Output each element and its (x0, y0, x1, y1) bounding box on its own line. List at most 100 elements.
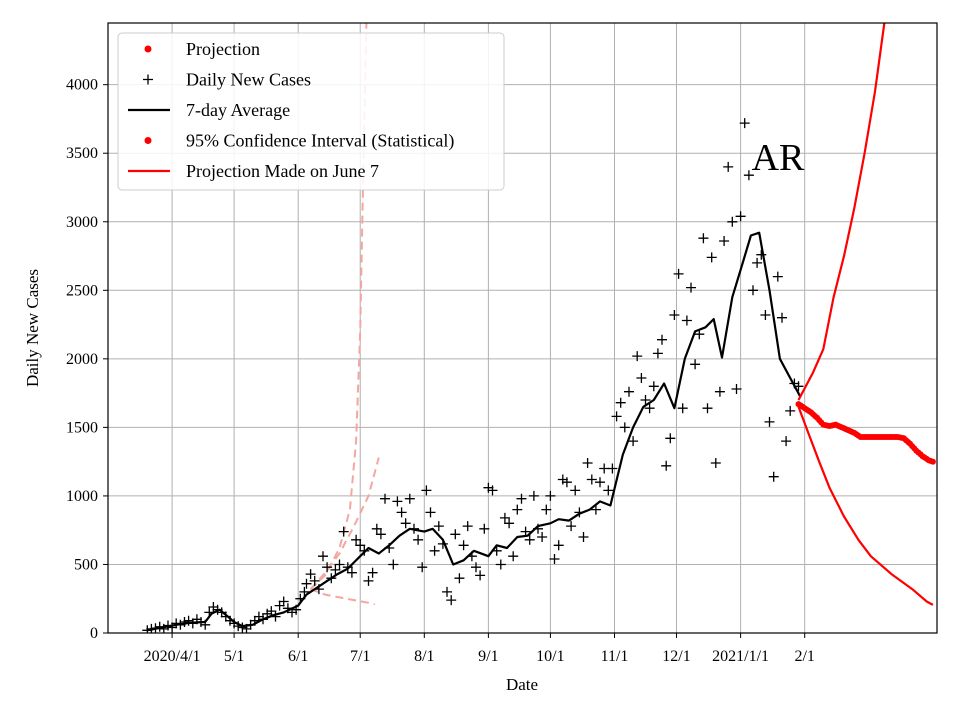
data-point-plus (528, 490, 539, 501)
data-point-plus (582, 458, 593, 468)
data-point-plus (677, 403, 688, 414)
x-tick-label: 2021/1/1 (712, 648, 769, 665)
data-point-plus (611, 411, 622, 422)
data-point-plus (351, 534, 362, 545)
data-point-plus (644, 403, 655, 414)
data-point-plus (404, 493, 415, 504)
legend-marker-plus (143, 74, 153, 85)
data-point-plus (710, 458, 721, 468)
x-tick-label: 11/1 (601, 648, 629, 665)
data-point-plus (299, 586, 310, 597)
series-projection-made-on-june-7-middle (309, 457, 380, 590)
chart-annotation: AR (752, 137, 805, 179)
data-point-plus (727, 216, 738, 227)
data-point-plus (179, 617, 190, 627)
data-point-plus (669, 310, 680, 320)
data-point-plus (648, 381, 659, 392)
data-point-plus (706, 252, 717, 263)
data-point-plus (346, 567, 357, 578)
x-tick-label: 5/1 (224, 648, 244, 665)
data-point-plus (446, 595, 457, 606)
data-point-plus (330, 564, 341, 575)
x-tick-label: 10/1 (536, 648, 564, 665)
y-tick-label: 1000 (66, 488, 98, 505)
legend-label: Projection Made on June 7 (186, 161, 379, 181)
data-point-plus (524, 534, 535, 545)
data-point-plus (690, 359, 701, 370)
data-point-plus (603, 485, 614, 496)
legend-marker-dot (144, 45, 152, 53)
y-axis-label: Daily New Cases (23, 269, 42, 387)
data-point-plus (475, 570, 486, 581)
y-tick-label: 4000 (66, 77, 98, 94)
series-7-day-average (147, 231, 802, 632)
data-point-plus (619, 422, 630, 433)
data-point-plus (702, 403, 713, 414)
data-point-plus (698, 233, 709, 244)
legend-label: 95% Confidence Interval (Statistical) (186, 131, 454, 152)
data-point-plus (624, 386, 634, 397)
data-point-plus (764, 416, 775, 427)
data-point-plus (400, 518, 411, 529)
data-point-plus (516, 493, 527, 504)
data-point-plus (318, 551, 328, 562)
data-point-plus (413, 534, 424, 545)
legend: Projection Daily New Cases 7-day Average 95… (117, 32, 505, 191)
data-point-plus (777, 312, 787, 323)
x-axis-label: Date (506, 675, 538, 694)
data-point-plus (723, 161, 734, 172)
data-point-plus (450, 529, 461, 540)
data-point-plus (768, 471, 779, 482)
data-point-plus (748, 285, 758, 296)
series-layer (142, 23, 936, 633)
data-point-plus (278, 596, 289, 607)
data-point-plus (305, 569, 316, 580)
data-point-plus (508, 551, 519, 562)
legend-label: Projection (186, 39, 260, 59)
data-point-plus (541, 504, 552, 515)
data-point-plus (355, 540, 366, 551)
data-point-plus (417, 562, 428, 573)
data-point-plus (652, 348, 663, 359)
data-point-plus (237, 622, 248, 633)
x-tick-label: 6/1 (288, 648, 308, 665)
data-point-plus (657, 334, 667, 345)
data-point-plus (661, 460, 672, 471)
data-point-plus (380, 493, 390, 504)
data-point-plus (756, 249, 767, 260)
projection-dot (929, 458, 936, 465)
data-point-plus (458, 540, 469, 551)
data-point-plus (433, 521, 444, 532)
data-point-plus (785, 405, 796, 416)
data-point-plus (462, 521, 473, 532)
data-point-plus (752, 257, 763, 268)
x-tick-label: 2020/4/1 (144, 648, 201, 665)
y-tick-label: 500 (74, 556, 98, 573)
data-point-plus (363, 575, 374, 586)
data-point-plus (495, 559, 506, 570)
data-point-plus (578, 532, 589, 542)
data-point-plus (615, 397, 626, 408)
data-point-plus (719, 236, 730, 246)
y-tick-label: 0 (90, 625, 98, 642)
data-point-plus (673, 268, 684, 279)
data-point-plus (549, 554, 560, 564)
data-point-plus (640, 395, 651, 405)
data-point-plus (566, 521, 577, 532)
data-point-plus (636, 373, 647, 383)
data-point-plus (375, 529, 386, 540)
data-point-plus (421, 485, 432, 496)
data-point-plus (479, 523, 490, 534)
x-tick-label: 9/1 (478, 648, 498, 665)
data-point-plus (167, 622, 178, 633)
data-point-plus (429, 545, 440, 556)
x-tick-label: 7/1 (350, 648, 370, 665)
plot-frame (107, 22, 938, 634)
y-tick-label: 1500 (66, 419, 98, 436)
data-point-plus (561, 477, 572, 488)
legend-marker-dot (144, 137, 152, 144)
data-point-plus (537, 532, 548, 542)
series-projection-made-on-june-7 (797, 23, 886, 401)
data-point-plus (512, 504, 523, 515)
